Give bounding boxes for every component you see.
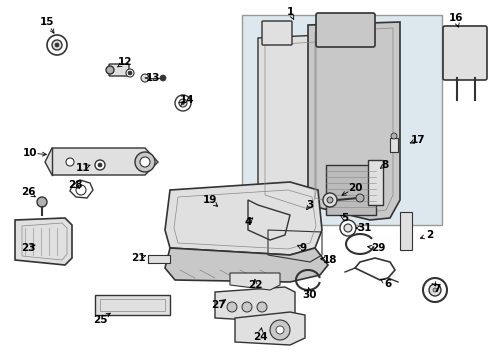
Circle shape xyxy=(428,284,440,296)
Circle shape xyxy=(66,158,74,166)
Polygon shape xyxy=(15,218,72,265)
Circle shape xyxy=(141,74,149,82)
FancyBboxPatch shape xyxy=(262,21,291,45)
Circle shape xyxy=(326,197,332,203)
Text: 16: 16 xyxy=(448,13,462,23)
Circle shape xyxy=(160,75,165,81)
Circle shape xyxy=(226,302,237,312)
Circle shape xyxy=(432,288,436,292)
Text: 21: 21 xyxy=(130,253,145,263)
Text: 2: 2 xyxy=(426,230,433,240)
Text: 14: 14 xyxy=(179,95,194,105)
Bar xyxy=(367,160,382,205)
Text: 31: 31 xyxy=(357,223,371,233)
Text: 9: 9 xyxy=(299,243,306,253)
FancyBboxPatch shape xyxy=(109,64,129,76)
Text: 24: 24 xyxy=(252,332,267,342)
Text: 19: 19 xyxy=(203,195,217,205)
Bar xyxy=(325,165,375,215)
Text: 30: 30 xyxy=(302,290,317,300)
Bar xyxy=(148,255,170,263)
Text: 8: 8 xyxy=(381,160,388,170)
Text: 4: 4 xyxy=(244,217,251,227)
Text: 6: 6 xyxy=(384,279,391,289)
Text: 13: 13 xyxy=(145,73,160,83)
Text: 3: 3 xyxy=(306,200,313,210)
Circle shape xyxy=(126,69,134,77)
Circle shape xyxy=(242,302,251,312)
Circle shape xyxy=(343,224,351,232)
Circle shape xyxy=(47,35,67,55)
Bar xyxy=(389,138,397,152)
Text: 28: 28 xyxy=(68,180,82,190)
Circle shape xyxy=(390,133,396,139)
Circle shape xyxy=(98,163,102,167)
Circle shape xyxy=(269,320,289,340)
Text: 18: 18 xyxy=(322,255,337,265)
Bar xyxy=(242,15,441,225)
Circle shape xyxy=(339,220,355,236)
Text: 26: 26 xyxy=(20,187,35,197)
Polygon shape xyxy=(307,22,399,220)
Polygon shape xyxy=(258,35,319,215)
Circle shape xyxy=(135,152,155,172)
Text: 10: 10 xyxy=(23,148,37,158)
Text: 12: 12 xyxy=(118,57,132,67)
Circle shape xyxy=(355,194,363,202)
Polygon shape xyxy=(247,200,289,240)
Text: 7: 7 xyxy=(432,284,440,294)
Text: 17: 17 xyxy=(410,135,425,145)
Circle shape xyxy=(128,71,132,75)
Circle shape xyxy=(275,326,284,334)
Text: 15: 15 xyxy=(40,17,54,27)
Text: 25: 25 xyxy=(93,315,107,325)
Circle shape xyxy=(422,278,446,302)
Circle shape xyxy=(179,99,186,107)
Circle shape xyxy=(95,160,105,170)
Text: 20: 20 xyxy=(347,183,362,193)
Polygon shape xyxy=(70,180,93,198)
Circle shape xyxy=(106,66,114,74)
Polygon shape xyxy=(235,312,305,345)
Text: 22: 22 xyxy=(247,280,262,290)
Polygon shape xyxy=(215,287,294,322)
Circle shape xyxy=(257,302,266,312)
Polygon shape xyxy=(45,148,158,175)
FancyBboxPatch shape xyxy=(315,13,374,47)
Circle shape xyxy=(52,40,62,50)
Circle shape xyxy=(181,102,184,104)
Circle shape xyxy=(55,43,59,47)
Text: 27: 27 xyxy=(210,300,225,310)
Circle shape xyxy=(175,95,191,111)
Bar xyxy=(95,295,170,315)
Bar xyxy=(399,212,411,250)
Circle shape xyxy=(37,197,47,207)
Text: 11: 11 xyxy=(76,163,90,173)
Text: 1: 1 xyxy=(286,7,293,17)
Text: 29: 29 xyxy=(370,243,385,253)
Polygon shape xyxy=(164,182,321,255)
FancyBboxPatch shape xyxy=(442,26,486,80)
Polygon shape xyxy=(229,273,280,290)
Text: 5: 5 xyxy=(341,213,348,223)
Polygon shape xyxy=(164,248,327,282)
Circle shape xyxy=(323,193,336,207)
Text: 23: 23 xyxy=(20,243,35,253)
Bar xyxy=(100,299,164,311)
Circle shape xyxy=(140,157,150,167)
